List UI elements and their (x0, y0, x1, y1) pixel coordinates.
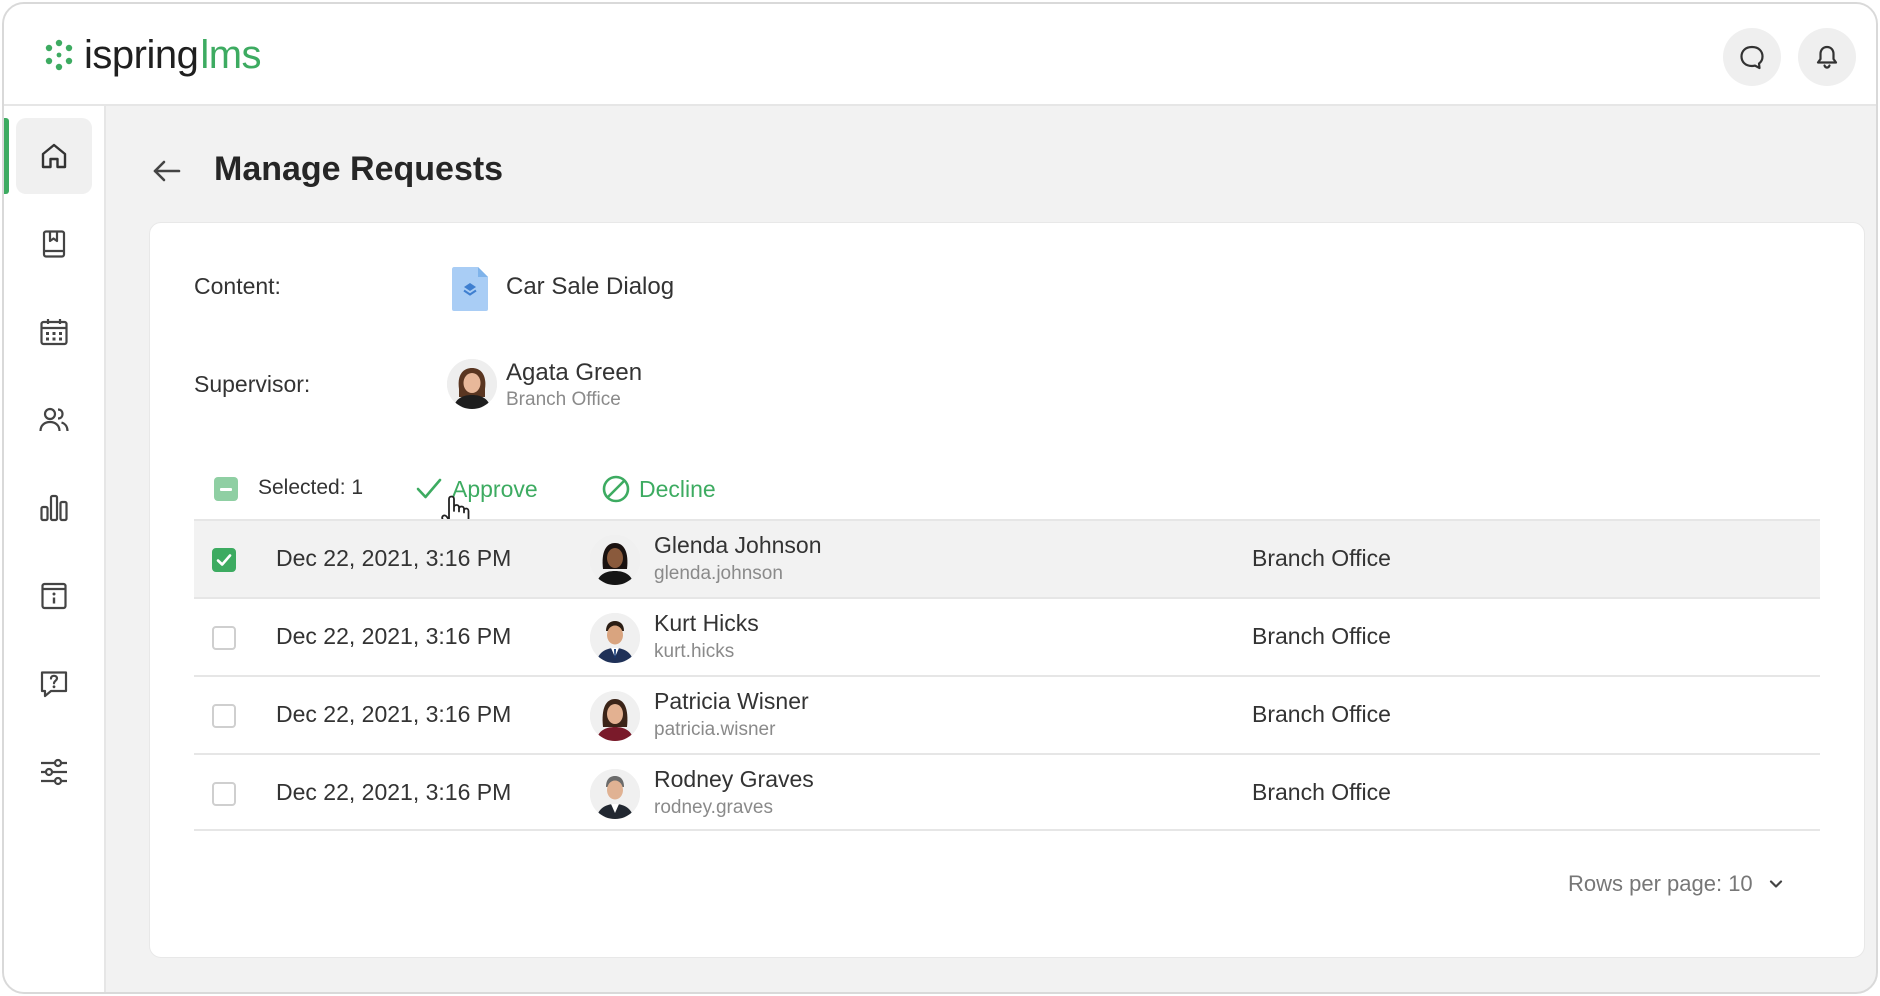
ispring-logo[interactable]: ispringlms (42, 32, 262, 78)
decline-button[interactable]: Decline (601, 471, 716, 507)
sidebar-item-settings[interactable] (16, 734, 92, 810)
row-checkbox[interactable] (212, 548, 236, 572)
sidebar-item-calendar[interactable] (16, 294, 92, 370)
info-card-icon (41, 582, 67, 610)
avatar (590, 535, 640, 585)
user-name: Rodney Graves (654, 766, 814, 792)
user-login: patricia.wisner (654, 719, 776, 740)
request-date: Dec 22, 2021, 3:16 PM (276, 545, 512, 571)
table-row[interactable]: Dec 22, 2021, 3:16 PM Glenda Johnson gle… (194, 519, 1820, 597)
supervisor-name: Agata Green (506, 359, 643, 386)
sidebar-item-users[interactable] (16, 382, 92, 458)
sidebar-item-library[interactable] (16, 206, 92, 282)
content-label: Content: (194, 273, 281, 299)
notifications-button[interactable] (1798, 28, 1856, 86)
decline-icon (602, 475, 630, 503)
checkmark-icon (216, 554, 232, 566)
avatar (590, 691, 640, 741)
person-photo-icon (590, 613, 640, 663)
row-checkbox[interactable] (212, 626, 236, 650)
user-name: Kurt Hicks (654, 610, 759, 636)
avatar (590, 769, 640, 819)
person-photo-icon (590, 691, 640, 741)
book-icon (42, 230, 66, 258)
settings-sliders-icon (41, 758, 67, 786)
content-title[interactable]: Car Sale Dialog (506, 273, 675, 300)
user-login: glenda.johnson (654, 563, 783, 584)
user-name: Patricia Wisner (654, 688, 809, 714)
user-department: Branch Office (1252, 779, 1391, 805)
user-department: Branch Office (1252, 701, 1391, 727)
back-arrow-icon[interactable] (150, 154, 184, 188)
approve-button[interactable]: Approve (414, 471, 538, 507)
sidebar (4, 106, 106, 992)
user-name: Glenda Johnson (654, 532, 822, 558)
bell-icon (1816, 45, 1838, 69)
avatar (590, 613, 640, 663)
course-file-icon (452, 267, 488, 311)
sidebar-item-reports[interactable] (16, 470, 92, 546)
question-chat-icon (40, 671, 68, 698)
supervisor-department: Branch Office (506, 389, 621, 410)
supervisor-label: Supervisor: (194, 371, 311, 397)
active-indicator (4, 118, 9, 194)
user-department: Branch Office (1252, 623, 1391, 649)
requests-card: Content: Car Sale Dialog Supervisor: Aga… (149, 222, 1865, 958)
sidebar-item-home[interactable] (16, 118, 92, 194)
selected-count: Selected: 1 (258, 476, 364, 499)
page-title: Manage Requests (214, 150, 504, 188)
person-photo-icon (447, 359, 497, 409)
request-date: Dec 22, 2021, 3:16 PM (276, 623, 512, 649)
request-date: Dec 22, 2021, 3:16 PM (276, 701, 512, 727)
chat-button[interactable] (1723, 28, 1781, 86)
chat-icon (1740, 45, 1764, 70)
table-row[interactable]: Dec 22, 2021, 3:16 PM Rodney Graves rodn… (194, 753, 1820, 831)
select-all-checkbox[interactable] (214, 477, 238, 501)
calendar-icon (40, 319, 68, 346)
home-icon (41, 143, 67, 169)
sidebar-item-info[interactable] (16, 558, 92, 634)
table-row[interactable]: Dec 22, 2021, 3:16 PM Patricia Wisner pa… (194, 675, 1820, 753)
person-photo-icon (590, 535, 640, 585)
user-department: Branch Office (1252, 545, 1391, 571)
user-login: rodney.graves (654, 797, 773, 818)
supervisor-avatar (447, 359, 497, 409)
row-checkbox[interactable] (212, 782, 236, 806)
logo-mark-icon (45, 39, 73, 71)
rows-per-page-select[interactable]: Rows per page: 10 (1568, 871, 1785, 897)
chart-icon (40, 494, 68, 522)
top-bar: ispringlms (4, 4, 1876, 106)
decline-label: Decline (639, 475, 716, 502)
person-photo-icon (590, 769, 640, 819)
users-icon (39, 407, 69, 432)
user-login: kurt.hicks (654, 641, 735, 662)
sidebar-item-help[interactable] (16, 646, 92, 722)
approve-label: Approve (452, 475, 538, 502)
table-row[interactable]: Dec 22, 2021, 3:16 PM Kurt Hicks kurt.hi… (194, 597, 1820, 675)
chevron-down-icon (1769, 880, 1782, 888)
logo-text: ispringlms (84, 32, 262, 77)
request-date: Dec 22, 2021, 3:16 PM (276, 779, 512, 805)
check-icon (416, 478, 442, 499)
row-checkbox[interactable] (212, 704, 236, 728)
rows-per-page-label: Rows per page: 10 (1568, 871, 1753, 896)
